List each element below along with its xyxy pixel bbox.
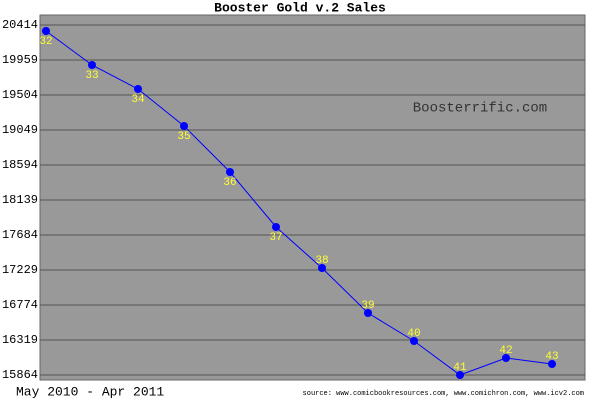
point-label: 37	[269, 232, 282, 244]
y-tick-label: 19049	[2, 123, 38, 137]
data-point	[88, 61, 96, 69]
y-tick-label: 19959	[2, 53, 38, 67]
y-tick-label: 19504	[2, 88, 38, 102]
y-tick-label: 18594	[2, 158, 38, 172]
y-tick-label: 18139	[2, 193, 38, 207]
y-tick-label: 17229	[2, 263, 38, 277]
point-label: 35	[177, 131, 190, 143]
y-tick-label: 16774	[2, 298, 38, 312]
point-label: 36	[223, 177, 236, 189]
data-point	[226, 168, 234, 176]
point-label: 33	[85, 70, 98, 82]
data-point	[456, 371, 464, 379]
series-line	[45, 30, 553, 376]
data-point	[272, 223, 280, 231]
point-label: 41	[453, 362, 467, 374]
point-label: 42	[499, 345, 512, 357]
y-tick-label: 16319	[2, 333, 38, 347]
y-tick-label: 15864	[2, 368, 38, 382]
plot-area	[39, 14, 586, 381]
data-point	[318, 264, 326, 272]
point-label: 43	[545, 351, 558, 363]
data-point	[180, 122, 188, 130]
point-label: 40	[407, 328, 420, 340]
point-label: 32	[39, 36, 52, 48]
point-label: 39	[361, 300, 374, 312]
data-point	[364, 309, 372, 317]
chart-title: Booster Gold v.2 Sales	[214, 0, 386, 15]
data-point	[548, 360, 556, 368]
point-label: 34	[131, 94, 145, 106]
x-axis-label: May 2010 - Apr 2011	[16, 384, 164, 399]
data-point	[42, 27, 50, 35]
data-point	[502, 354, 510, 362]
watermark: Boosterrific.com	[413, 101, 547, 117]
data-point	[134, 85, 142, 93]
y-tick-label: 20414	[2, 18, 38, 32]
source-note: source: www.comicbookresources.com, www.…	[303, 390, 584, 398]
data-point	[410, 337, 418, 345]
point-label: 38	[315, 255, 328, 267]
y-tick-label: 17684	[2, 228, 38, 242]
